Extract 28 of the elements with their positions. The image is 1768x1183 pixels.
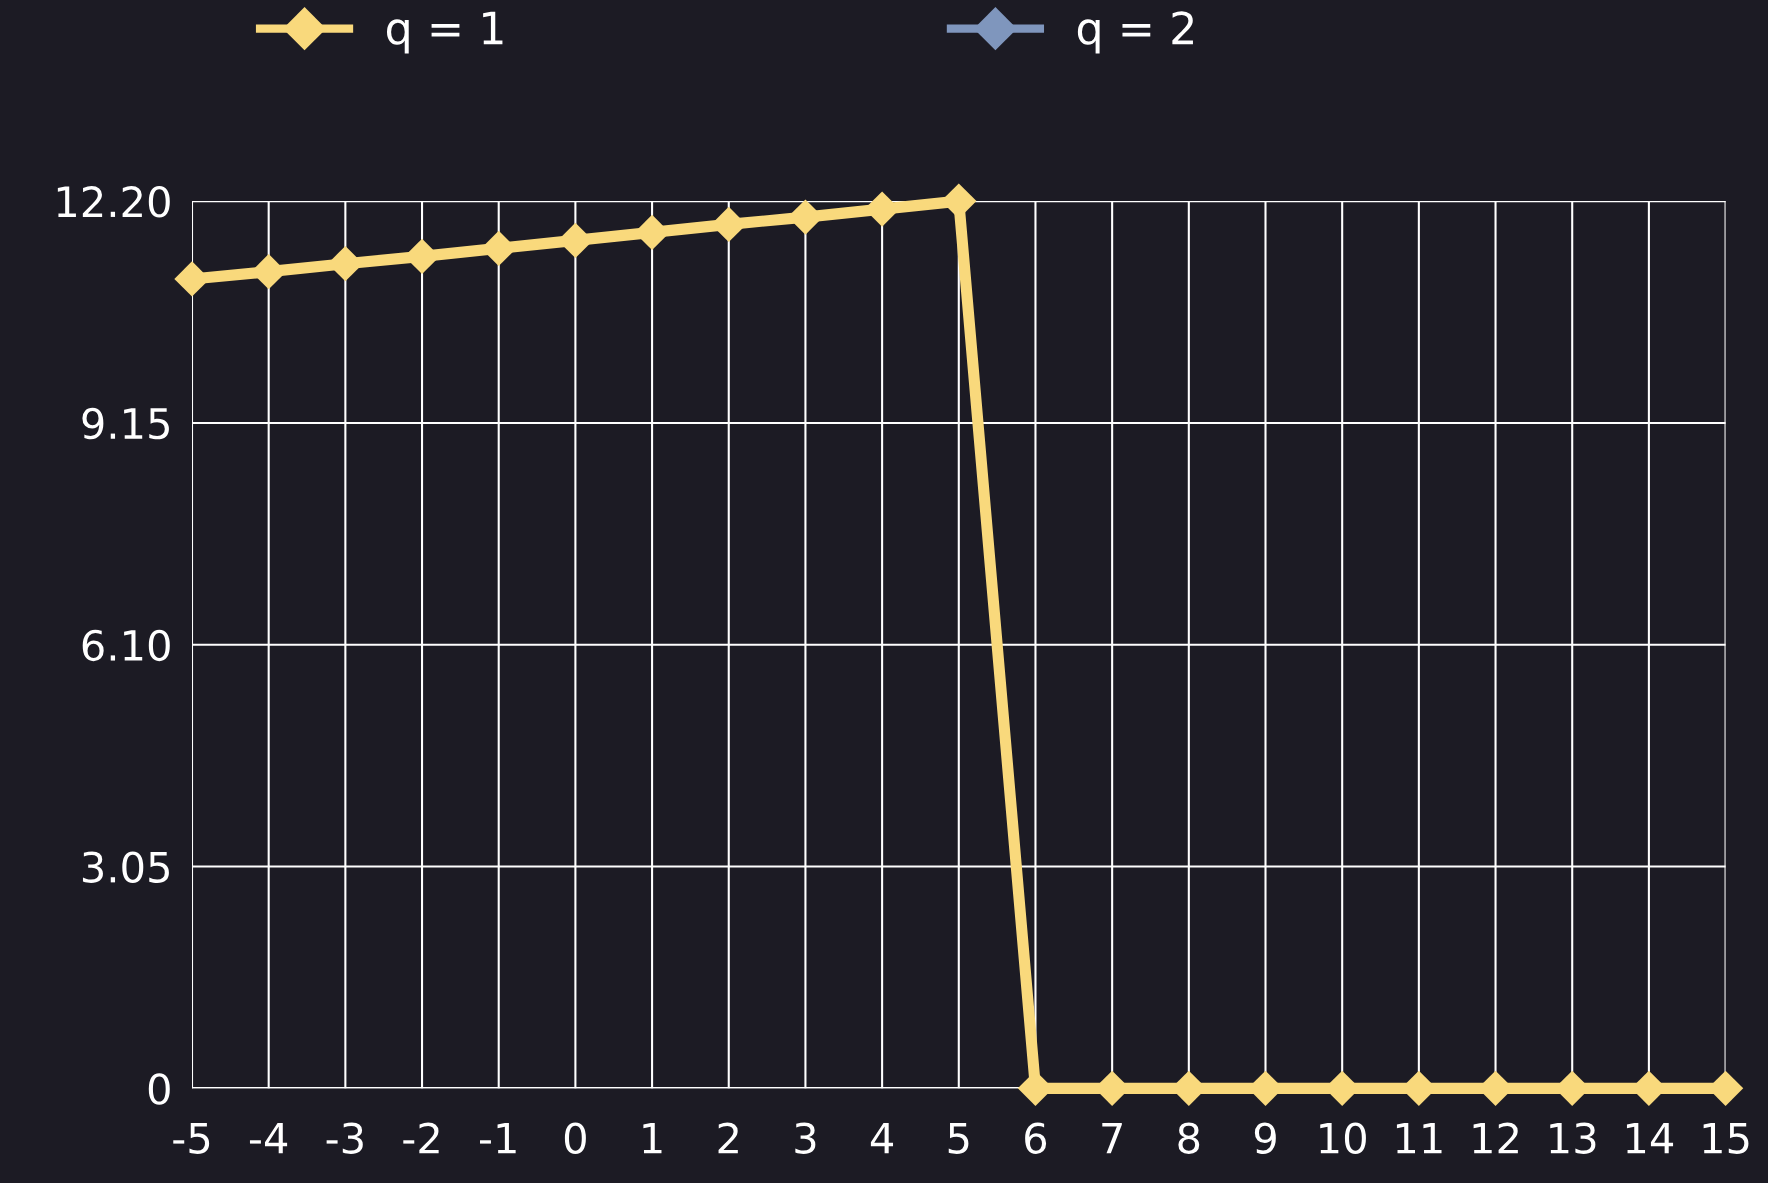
x-tick-label: -3 (326, 1122, 363, 1154)
x-tick-label: 7 (1102, 1122, 1122, 1154)
x-tick-label: 3 (795, 1122, 816, 1154)
x-tick-label: 15 (1703, 1122, 1749, 1154)
x-tick-label: 5 (948, 1122, 969, 1154)
x-tick-label: 8 (1178, 1122, 1200, 1154)
legend-label: q = 2 (1077, 11, 1193, 54)
x-tick-label: 6 (1025, 1122, 1047, 1154)
y-tick-label: 0 (148, 1073, 170, 1105)
x-tick-label: -4 (249, 1122, 288, 1154)
y-tick-label: 3.05 (82, 851, 169, 883)
x-tick-label: 13 (1550, 1122, 1596, 1154)
x-tick-label: -5 (173, 1122, 210, 1154)
x-tick-label: 1 (643, 1122, 662, 1154)
x-tick-label: 2 (718, 1122, 738, 1154)
y-tick-label: 9.15 (82, 407, 169, 440)
x-tick-label: 14 (1626, 1122, 1674, 1154)
legend-label: q = 1 (386, 11, 503, 54)
x-tick-label: 4 (870, 1122, 894, 1154)
x-tick-label: 11 (1396, 1122, 1442, 1154)
x-tick-label: 0 (564, 1122, 586, 1154)
y-tick-label: 6.10 (82, 629, 170, 662)
x-tick-label: 9 (1254, 1122, 1276, 1154)
x-tick-label: 12 (1473, 1122, 1518, 1154)
x-tick-label: -2 (403, 1122, 439, 1154)
x-tick-label: 10 (1320, 1122, 1366, 1154)
x-tick-label: -1 (479, 1122, 516, 1154)
y-tick-label: 12.20 (57, 186, 170, 218)
